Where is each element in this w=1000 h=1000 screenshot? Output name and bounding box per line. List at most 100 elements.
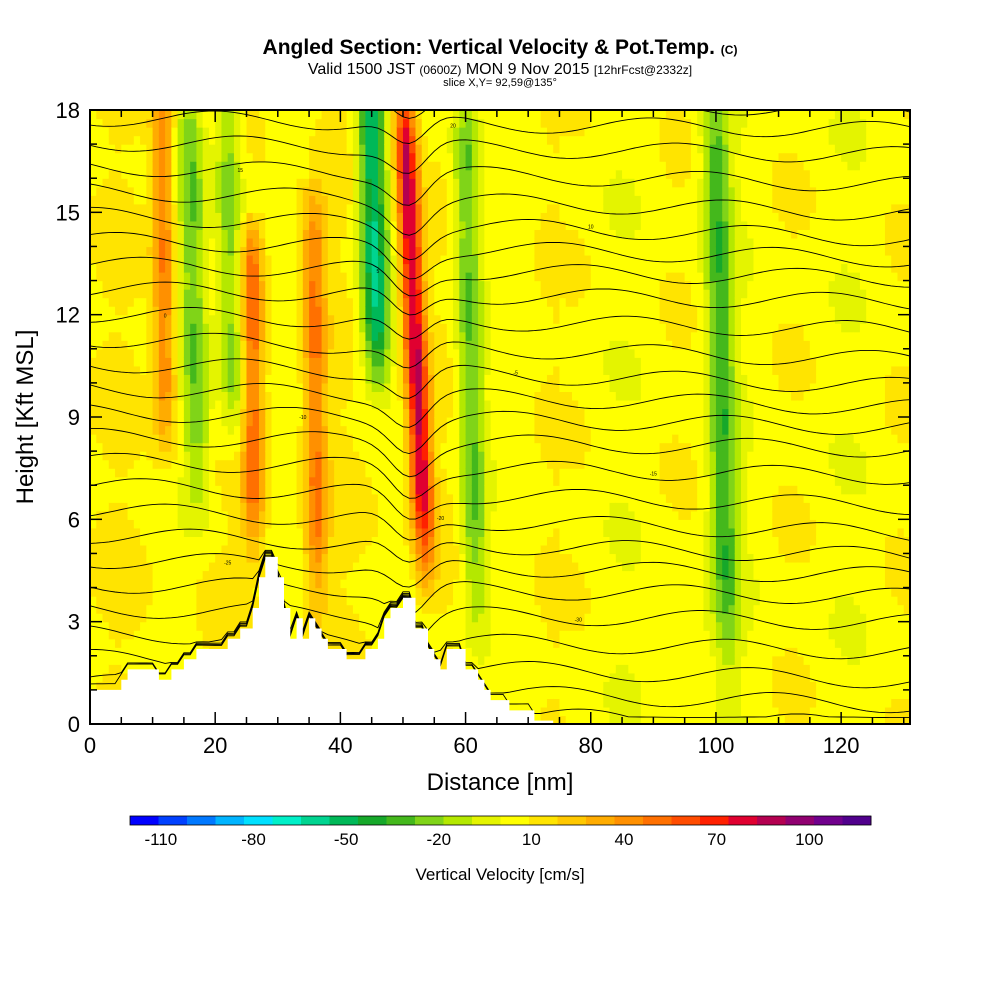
velocity-cell <box>140 459 147 469</box>
velocity-cell <box>240 544 248 555</box>
velocity-cell <box>252 254 260 265</box>
velocity-cell <box>346 289 354 299</box>
velocity-cell <box>402 237 410 248</box>
velocity-cell <box>465 502 473 512</box>
velocity-cell <box>471 579 479 589</box>
velocity-cell <box>327 178 335 188</box>
velocity-cell <box>259 331 266 341</box>
velocity-cell <box>215 348 223 358</box>
velocity-cell <box>377 425 385 435</box>
velocity-cell <box>296 186 304 196</box>
velocity-cell <box>515 348 523 358</box>
velocity-cell <box>208 630 216 640</box>
velocity-cell <box>202 280 210 290</box>
velocity-cell <box>196 314 204 324</box>
velocity-cell <box>359 596 367 606</box>
velocity-cell <box>471 459 479 469</box>
velocity-cell <box>133 476 141 486</box>
velocity-cell <box>221 553 229 563</box>
velocity-cell <box>453 459 460 469</box>
velocity-cell <box>340 502 348 512</box>
velocity-cell <box>227 237 235 248</box>
velocity-cell <box>315 587 323 597</box>
velocity-cell <box>340 536 348 546</box>
velocity-cell <box>108 570 116 580</box>
velocity-cell <box>359 579 367 589</box>
velocity-cell <box>352 365 360 375</box>
velocity-cell <box>96 519 104 529</box>
velocity-cell <box>390 127 398 137</box>
velocity-cell <box>346 178 354 188</box>
velocity-cell <box>102 681 110 691</box>
velocity-cell <box>327 306 335 316</box>
velocity-cell <box>190 118 198 128</box>
velocity-cell <box>509 451 517 461</box>
velocity-cell <box>302 357 310 367</box>
velocity-cell <box>183 220 191 230</box>
velocity-cell <box>171 195 179 205</box>
velocity-cell <box>271 323 279 333</box>
velocity-cell <box>221 561 229 572</box>
velocity-cell <box>127 604 135 614</box>
velocity-cell <box>90 417 97 427</box>
velocity-cell <box>90 348 97 358</box>
velocity-cell <box>484 144 492 154</box>
velocity-cell <box>246 178 254 188</box>
velocity-cell <box>340 451 348 461</box>
velocity-cell <box>409 434 417 444</box>
velocity-cell <box>377 135 385 145</box>
velocity-cell <box>309 110 316 120</box>
velocity-cell <box>252 553 260 563</box>
velocity-cell <box>471 280 479 290</box>
velocity-cell <box>108 254 116 265</box>
velocity-cell <box>190 604 198 614</box>
velocity-cell <box>396 561 404 572</box>
velocity-cell <box>196 621 204 631</box>
velocity-cell <box>371 229 379 239</box>
velocity-cell <box>233 382 241 393</box>
velocity-cell <box>459 638 467 648</box>
velocity-cell <box>202 613 210 623</box>
velocity-cell <box>277 391 285 401</box>
velocity-cell <box>140 348 147 358</box>
velocity-cell <box>290 382 298 393</box>
velocity-cell <box>208 579 216 589</box>
velocity-cell <box>446 220 454 230</box>
velocity-cell <box>453 254 460 265</box>
velocity-cell <box>202 502 210 512</box>
velocity-cell <box>340 417 348 427</box>
velocity-cell <box>259 246 266 256</box>
velocity-cell <box>440 391 448 401</box>
velocity-cell <box>190 459 198 469</box>
velocity-cell <box>233 451 241 461</box>
velocity-cell <box>284 374 291 384</box>
velocity-cell <box>315 348 323 358</box>
velocity-cell <box>446 553 454 563</box>
velocity-cell <box>503 536 510 546</box>
velocity-cell <box>215 110 223 120</box>
velocity-cell <box>334 289 341 299</box>
velocity-cell <box>246 579 254 589</box>
velocity-cell <box>102 519 110 529</box>
velocity-cell <box>127 203 135 213</box>
velocity-cell <box>171 246 179 256</box>
velocity-cell <box>446 536 454 546</box>
velocity-cell <box>96 237 104 248</box>
velocity-cell <box>202 459 210 469</box>
velocity-cell <box>290 570 298 580</box>
velocity-cell <box>271 306 279 316</box>
velocity-cell <box>377 493 385 503</box>
velocity-cell <box>309 596 316 606</box>
velocity-cell <box>221 118 229 128</box>
velocity-cell <box>402 186 410 196</box>
velocity-cell <box>259 280 266 290</box>
velocity-cell <box>190 425 198 435</box>
velocity-cell <box>108 442 116 452</box>
velocity-cell <box>108 263 116 273</box>
velocity-cell <box>208 502 216 512</box>
velocity-cell <box>428 297 435 307</box>
velocity-cell <box>252 135 260 145</box>
velocity-cell <box>208 110 216 120</box>
velocity-cell <box>484 399 492 410</box>
velocity-cell <box>484 237 492 248</box>
